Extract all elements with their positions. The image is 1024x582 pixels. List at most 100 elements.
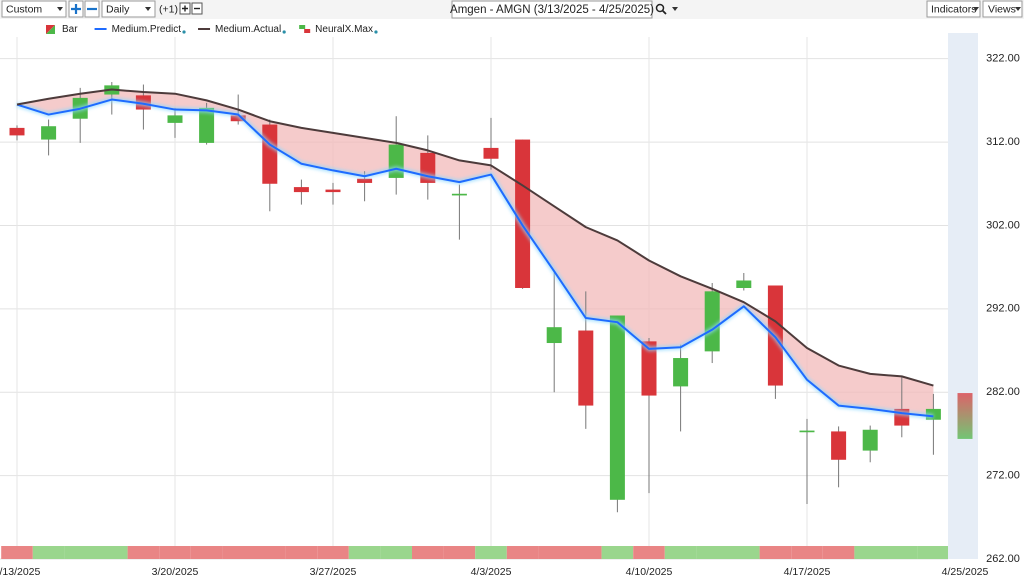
candle-body [515, 139, 531, 288]
plot-area [1, 82, 973, 559]
chart-title: Amgen - AMGN (3/13/2025 - 4/25/2025) [450, 4, 654, 16]
y-tick-label: 322.00 [986, 53, 1020, 65]
series-line [16, 98, 934, 418]
candle-body [831, 431, 847, 460]
spread-fill [17, 89, 934, 417]
signal-segment [664, 546, 697, 559]
candle-body [483, 147, 499, 159]
offset-label: (+1) [159, 3, 178, 15]
views-button[interactable] [982, 0, 1023, 18]
dropdown-arrow [1015, 7, 1021, 11]
legend-label: NeuralX.Max [315, 24, 373, 35]
y-tick-label: 292.00 [986, 303, 1020, 315]
signal-segment [822, 546, 855, 559]
signal-segment [854, 546, 886, 559]
line-glow [16, 96, 934, 419]
dropdown-arrow [145, 7, 151, 11]
legend-swatch [299, 25, 306, 29]
legend-dot [374, 30, 378, 34]
search-icon-handle [661, 9, 667, 15]
y-tick-label: 302.00 [986, 219, 1020, 231]
candle-body [578, 330, 594, 406]
signal-segment [759, 546, 792, 559]
candle-body [262, 124, 278, 184]
signal-segment [190, 546, 223, 559]
grid [0, 37, 948, 560]
signal-segment [506, 546, 539, 559]
dropdown-arrow [973, 7, 979, 11]
y-tick-label: 262.00 [986, 553, 1020, 565]
plus-icon [182, 5, 188, 12]
legend-dot [282, 30, 286, 34]
signal-segment [127, 546, 160, 559]
symbol-box[interactable] [451, 0, 653, 19]
x-tick-label: 3/20/2025 [152, 566, 199, 578]
search-icon[interactable] [655, 3, 665, 13]
signal-segment [32, 546, 65, 559]
signal-segment [917, 546, 948, 559]
x-tick-label: 4/17/2025 [784, 566, 831, 578]
legend: Bar Medium.Predict Medium.Actual NeuralX.Ma… [46, 24, 378, 35]
interval-label: Daily [106, 3, 130, 15]
candle-body [704, 291, 720, 352]
period-dropdown[interactable] [1, 0, 67, 18]
dropdown-arrow[interactable] [672, 7, 678, 11]
x-tick-label: 3/13/2025 [0, 566, 41, 578]
candle-body [862, 429, 878, 451]
candle-body [167, 115, 183, 123]
candle-body [609, 315, 625, 500]
candle-body [9, 127, 25, 136]
candle-body [293, 187, 309, 193]
signal-segment [317, 546, 349, 559]
signal-segment [64, 546, 96, 559]
candle-body [357, 178, 373, 183]
x-tick-label: 3/27/2025 [310, 566, 357, 578]
signal-segment [1, 546, 33, 559]
candle-body [641, 341, 657, 396]
views-label: Views [988, 3, 1016, 15]
signal-segment [791, 546, 823, 559]
indicators-label: Indicators [931, 3, 977, 15]
y-tick-label: 282.00 [986, 386, 1020, 398]
signal-segment [475, 546, 507, 559]
signal-segment [380, 546, 412, 559]
signal-segment [222, 546, 254, 559]
toolbar: Custom Daily (+1) Amgen - AMGN (3/13/202… [0, 0, 1024, 19]
legend-swatch [46, 25, 55, 34]
legend-label: Medium.Predict [112, 24, 182, 35]
candle-body [41, 126, 57, 140]
series-line [16, 88, 934, 387]
legend-label: Bar [62, 24, 78, 35]
period-label: Custom [6, 3, 42, 15]
candle-body [799, 430, 815, 433]
candle-body [546, 327, 562, 344]
signal-segment [412, 546, 444, 559]
y-tick-label: 272.00 [986, 470, 1020, 482]
legend-dot [182, 30, 186, 34]
forecast-range [957, 393, 973, 439]
candle-body [230, 115, 246, 122]
legend-label: Medium.Actual [215, 24, 281, 35]
signal-segment [696, 546, 728, 559]
signal-segment [886, 546, 918, 559]
dropdown-arrow [57, 7, 63, 11]
signal-segment [285, 546, 318, 559]
signal-segment [633, 546, 665, 559]
signal-segment [443, 546, 476, 559]
interval-dropdown[interactable] [101, 0, 156, 18]
candle-body [388, 144, 404, 178]
forecast-band [948, 33, 978, 559]
signal-segment [348, 546, 381, 559]
signal-segment [538, 546, 570, 559]
indicators-button[interactable] [926, 0, 981, 18]
signal-segment [254, 546, 286, 559]
signal-segment [570, 546, 602, 559]
x-tick-label: 4/3/2025 [471, 566, 512, 578]
x-tick-label: 4/10/2025 [626, 566, 673, 578]
candle-body [325, 189, 341, 193]
y-tick-label: 312.00 [986, 136, 1020, 148]
signal-segment [601, 546, 634, 559]
plus-icon [71, 4, 81, 14]
candle-body [199, 107, 215, 143]
